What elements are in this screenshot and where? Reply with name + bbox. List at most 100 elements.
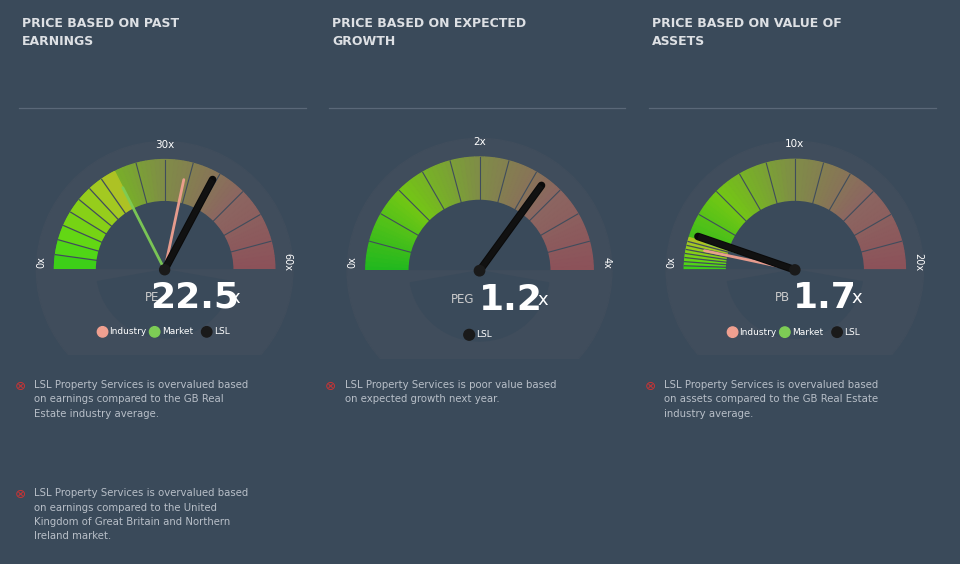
Circle shape: [832, 327, 842, 337]
Wedge shape: [165, 160, 170, 202]
Wedge shape: [708, 199, 742, 228]
Circle shape: [150, 327, 159, 337]
Text: ⊗: ⊗: [14, 488, 26, 501]
Wedge shape: [55, 255, 97, 264]
Wedge shape: [431, 166, 452, 207]
Wedge shape: [182, 164, 198, 205]
Wedge shape: [229, 237, 271, 252]
Wedge shape: [224, 215, 262, 239]
Wedge shape: [860, 237, 901, 252]
Wedge shape: [744, 170, 766, 209]
Wedge shape: [818, 166, 837, 207]
Circle shape: [97, 327, 108, 337]
Text: ⊗: ⊗: [325, 380, 336, 393]
Wedge shape: [69, 210, 108, 236]
Wedge shape: [151, 160, 158, 202]
Wedge shape: [717, 188, 749, 222]
Wedge shape: [159, 160, 165, 202]
Wedge shape: [390, 197, 425, 228]
Wedge shape: [489, 158, 499, 201]
Wedge shape: [55, 260, 97, 267]
Wedge shape: [146, 161, 156, 202]
Text: Market: Market: [792, 328, 823, 337]
Wedge shape: [855, 219, 895, 241]
Wedge shape: [684, 258, 727, 265]
Wedge shape: [821, 168, 842, 208]
Wedge shape: [123, 166, 141, 207]
Wedge shape: [231, 246, 274, 258]
Wedge shape: [728, 270, 862, 338]
Wedge shape: [702, 206, 739, 233]
Wedge shape: [55, 255, 97, 270]
Circle shape: [666, 141, 924, 398]
Wedge shape: [219, 202, 255, 231]
Wedge shape: [863, 255, 905, 264]
Text: ⊗: ⊗: [14, 380, 26, 393]
Wedge shape: [59, 237, 100, 252]
Wedge shape: [697, 214, 735, 239]
Wedge shape: [136, 162, 150, 204]
Wedge shape: [222, 210, 260, 236]
Text: LSL Property Services is overvalued based
on assets compared to the GB Real Esta: LSL Property Services is overvalued base…: [664, 380, 878, 418]
Wedge shape: [177, 161, 188, 203]
Wedge shape: [685, 253, 728, 262]
Wedge shape: [685, 249, 728, 260]
Text: PRICE BASED ON PAST
EARNINGS: PRICE BASED ON PAST EARNINGS: [22, 17, 179, 48]
Wedge shape: [739, 172, 763, 211]
Wedge shape: [486, 157, 494, 201]
Wedge shape: [232, 265, 275, 270]
Wedge shape: [541, 218, 583, 241]
Wedge shape: [684, 260, 727, 267]
Wedge shape: [753, 166, 772, 207]
Wedge shape: [127, 165, 144, 206]
Wedge shape: [98, 179, 126, 215]
Wedge shape: [509, 168, 532, 208]
Wedge shape: [801, 160, 809, 202]
Wedge shape: [228, 228, 268, 246]
Wedge shape: [857, 223, 897, 244]
Circle shape: [202, 327, 212, 337]
Wedge shape: [67, 215, 106, 239]
Wedge shape: [501, 162, 518, 205]
Wedge shape: [854, 214, 893, 239]
Text: PE: PE: [145, 291, 159, 305]
Wedge shape: [689, 232, 731, 249]
Wedge shape: [687, 241, 729, 255]
Wedge shape: [410, 178, 440, 215]
Wedge shape: [795, 159, 800, 201]
Wedge shape: [748, 168, 769, 208]
Text: LSL: LSL: [844, 328, 860, 337]
Wedge shape: [735, 174, 760, 212]
Wedge shape: [57, 241, 99, 255]
Wedge shape: [512, 170, 537, 210]
Wedge shape: [210, 188, 243, 222]
Wedge shape: [62, 223, 103, 244]
Wedge shape: [450, 160, 465, 203]
Wedge shape: [549, 256, 592, 265]
Wedge shape: [441, 162, 458, 205]
Wedge shape: [693, 223, 732, 244]
Circle shape: [474, 266, 485, 276]
Circle shape: [409, 200, 550, 341]
Wedge shape: [56, 246, 98, 258]
Wedge shape: [90, 186, 121, 219]
Wedge shape: [402, 184, 434, 219]
Wedge shape: [384, 205, 422, 233]
Wedge shape: [230, 241, 273, 255]
Wedge shape: [460, 158, 470, 201]
Wedge shape: [208, 186, 239, 219]
Text: Market: Market: [161, 327, 193, 336]
Wedge shape: [843, 192, 876, 224]
Text: 1.7: 1.7: [793, 281, 857, 315]
Wedge shape: [202, 177, 228, 214]
Wedge shape: [546, 236, 589, 253]
Wedge shape: [699, 210, 737, 236]
Text: 0x: 0x: [348, 257, 357, 268]
Wedge shape: [399, 187, 432, 221]
Wedge shape: [56, 250, 98, 261]
Wedge shape: [393, 194, 428, 226]
Wedge shape: [815, 165, 832, 206]
Wedge shape: [829, 174, 854, 212]
Wedge shape: [497, 161, 514, 204]
Wedge shape: [684, 266, 727, 270]
